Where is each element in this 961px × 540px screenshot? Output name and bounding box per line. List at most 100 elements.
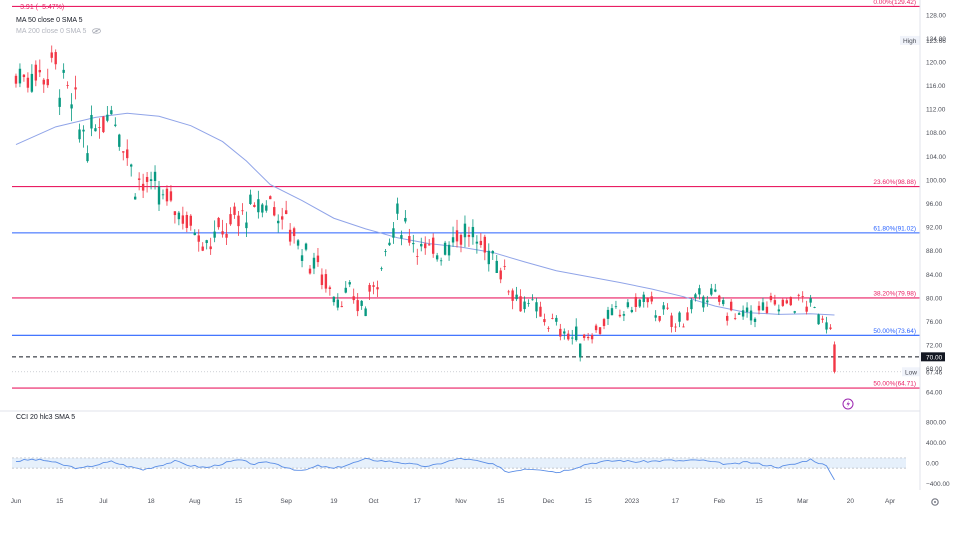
high-marker-box (900, 35, 920, 45)
candle-body (527, 303, 530, 305)
candle-body (368, 285, 371, 292)
candle-body (145, 176, 149, 182)
candle-body (312, 257, 316, 269)
candle-body (141, 183, 145, 191)
candle-body (102, 116, 105, 133)
candle-body (733, 318, 737, 319)
candle-body (753, 318, 757, 322)
price-tick-label: 84.00 (926, 272, 943, 279)
lightning-alert-icon[interactable] (842, 398, 854, 410)
candle-body (209, 246, 212, 250)
candle-body (340, 306, 343, 308)
time-axis: Jun 15 Jul 18 Aug 15 Sep 19 Oct 17 Nov 15 Dec 15 2023 1… (11, 498, 896, 505)
price-tick-label: 100.00 (926, 177, 946, 184)
time-tick-label: Jun (11, 498, 22, 505)
candle-body (765, 306, 769, 313)
candle-body (793, 311, 796, 313)
candle-body (586, 336, 590, 339)
candle-body (809, 298, 812, 303)
price-tick-label: 64.00 (926, 390, 943, 397)
time-tick-label: 19 (330, 498, 338, 505)
candle-body (412, 243, 415, 245)
candle-body (173, 211, 177, 216)
candle-body (821, 318, 824, 320)
price-tick-label: 116.00 (926, 83, 946, 90)
cci-band-fill (12, 457, 906, 469)
candle-body (638, 299, 641, 307)
candle-body (265, 205, 268, 211)
candle-body (523, 301, 526, 310)
candle-body (201, 246, 204, 251)
candle-body (241, 210, 244, 212)
time-tick-label: 20 (847, 498, 855, 505)
candle-body (416, 256, 419, 257)
time-tick-label: Oct (369, 498, 379, 505)
price-tick-label: 68.00 (926, 366, 943, 373)
candle-body (257, 199, 260, 213)
candle-body (487, 250, 490, 265)
high-marker-label: High (903, 38, 917, 45)
time-tick-label: 15 (755, 498, 763, 505)
candle-body (745, 307, 749, 313)
candle-body (443, 242, 447, 255)
time-tick-label: Apr (885, 498, 896, 505)
candle-body (50, 52, 53, 58)
candle-body (284, 210, 288, 215)
candle-body (726, 315, 729, 321)
candle-body (420, 243, 423, 247)
time-tick-label: 15 (235, 498, 243, 505)
candle-body (225, 233, 228, 238)
candle-body (221, 231, 224, 235)
candle-body (161, 194, 165, 196)
cci-tick-label: 800.00 (926, 420, 946, 427)
candle-body (451, 237, 455, 243)
candle-body (737, 313, 741, 315)
candle-body (590, 335, 594, 340)
candle-body (253, 204, 256, 207)
candle-body (769, 295, 773, 301)
candle-body (694, 294, 697, 298)
candle-body (479, 240, 483, 246)
candle-body (666, 307, 669, 309)
time-tick-label: 17 (672, 498, 680, 505)
candle-body (650, 296, 653, 302)
time-tick-label: 15 (56, 498, 64, 505)
candle-body (535, 302, 538, 312)
candle-body (249, 194, 252, 205)
candle-body (606, 309, 610, 319)
candle-body (54, 52, 57, 65)
hidden-eye-icon[interactable] (92, 28, 102, 34)
candle-body (594, 325, 598, 331)
price-axis: 64.00 68.00 72.00 76.00 80.00 84.00 88.00 92.00… (900, 12, 946, 397)
candle-body (626, 302, 630, 308)
settings-gear-icon[interactable] (931, 498, 939, 506)
candle-body (761, 302, 765, 311)
ma200-indicator-label[interactable]: MA 200 close 0 SMA 5 (16, 28, 102, 35)
cci-indicator-label[interactable]: CCI 20 hlc3 SMA 5 (16, 414, 75, 421)
candle-body (273, 207, 276, 216)
candle-body (729, 301, 733, 311)
candle-body (30, 73, 34, 92)
price-change-label: −3.91 (−5.47%) (16, 4, 65, 11)
candle-body (360, 300, 363, 306)
candle-body (137, 178, 141, 180)
candle-body (622, 314, 626, 316)
candle-body (197, 235, 200, 242)
candle-body (380, 268, 383, 270)
candle-body (555, 317, 558, 322)
candle-body (277, 220, 280, 224)
last-candle-body (833, 344, 836, 372)
candle-body (825, 322, 828, 330)
candle-body (332, 296, 336, 303)
candle-body (169, 191, 173, 201)
candle-body (392, 228, 395, 238)
support-price-label: 70.00 (926, 354, 943, 361)
ma50-indicator-label[interactable]: MA 50 close 0 SMA 5 (16, 17, 83, 24)
candle-body (483, 236, 487, 253)
time-tick-label: 18 (147, 498, 155, 505)
candle-body (328, 287, 332, 289)
candle-body (630, 309, 634, 313)
candle-body (217, 217, 220, 228)
candle-body (698, 288, 701, 295)
